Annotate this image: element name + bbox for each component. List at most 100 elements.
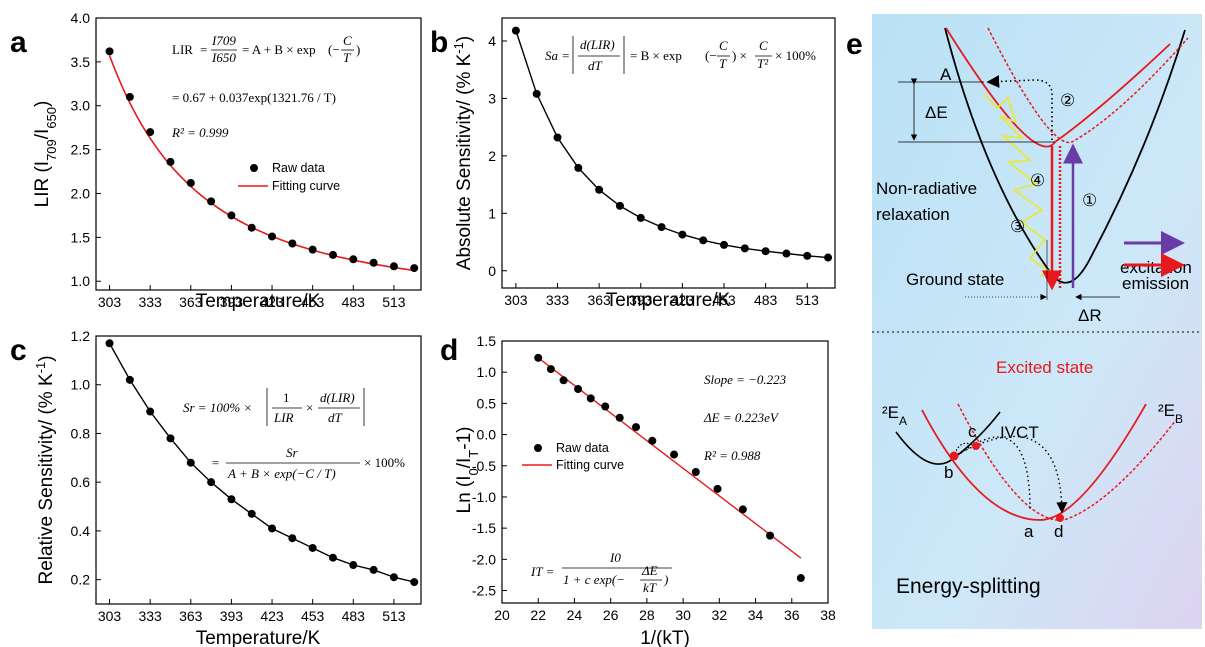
energy-splitting-label: Energy-splitting	[896, 575, 1041, 598]
data-point	[601, 402, 610, 411]
data-point	[803, 251, 812, 260]
data-point	[761, 247, 770, 256]
delta-e-label: ΔE	[925, 103, 948, 122]
delta-r-label: ΔR	[1078, 306, 1102, 325]
data-point	[207, 478, 216, 487]
data-point	[796, 574, 805, 583]
data-point	[268, 232, 277, 241]
y-tick-label: 4	[488, 33, 496, 49]
data-point	[288, 239, 297, 248]
y-tick-label: 2	[488, 148, 496, 164]
x-tick-label: 513	[796, 292, 820, 308]
point-a-lower-label: a	[1024, 522, 1034, 541]
data-point	[227, 495, 236, 504]
panel-e: e A ΔE ② ④ ① ③ Non-radiative relaxation …	[846, 14, 1202, 629]
plot-frame-b	[501, 17, 836, 289]
y-tick-label: -1.0	[472, 489, 496, 505]
excited-state-curve-shifted	[987, 27, 1189, 144]
y-tick-label: 1.5	[477, 333, 497, 349]
points-b	[511, 26, 833, 262]
data-point	[678, 230, 687, 239]
equation-a: LIR = I709 I650 = A + B × exp (− C T ) =…	[171, 33, 360, 140]
y-axis-label-a: LIR (I709/I650)	[32, 101, 59, 208]
points-d	[534, 353, 805, 583]
step-2: ②	[1060, 91, 1075, 110]
data-point	[691, 468, 700, 476]
point-b-marker	[949, 451, 959, 461]
eq-b-den: dT	[588, 58, 603, 73]
svg-text:×: ×	[306, 400, 313, 415]
x-tick-label: 453	[712, 292, 736, 308]
data-point	[615, 413, 624, 422]
data-point	[713, 484, 722, 493]
eq-a-lir: LIR	[172, 42, 193, 57]
y-axis-label-c: Relative Sensitivity/ (% K-1)	[33, 355, 58, 584]
y-tick-label: -1.5	[472, 520, 496, 536]
x-tick-label: 333	[138, 608, 162, 624]
data-point	[308, 245, 317, 254]
svg-text:T: T	[719, 56, 727, 71]
y-tick-label: 4.0	[71, 10, 91, 26]
y-tick-label: 2.5	[71, 142, 91, 158]
eq-a-i650: I650	[211, 50, 236, 65]
eq-d-de: ΔE = 0.223eV	[703, 410, 780, 425]
panel-label-e: e	[846, 28, 863, 61]
eq-a-line2: = 0.67 + 0.037exp(1321.76 / T)	[172, 90, 336, 105]
data-point	[125, 375, 134, 384]
data-point	[720, 240, 728, 249]
eq-c-line2-num: Sr	[286, 445, 299, 460]
data-point	[166, 157, 175, 166]
data-point	[247, 223, 256, 232]
data-point	[227, 211, 236, 220]
step-3: ③	[1010, 217, 1025, 236]
data-point	[389, 262, 398, 271]
data-point	[369, 565, 378, 574]
x-tick-label: 453	[301, 608, 325, 624]
fit-curve-a	[108, 55, 414, 272]
y-tick-label: 0.2	[71, 572, 91, 588]
y-tick-label: 2.0	[71, 185, 91, 201]
x-tick-label: 393	[220, 608, 244, 624]
data-point	[595, 185, 604, 194]
points-a	[105, 47, 419, 273]
x-tick-label: 28	[639, 607, 655, 623]
y-tick-label: 1.0	[71, 377, 91, 393]
data-point	[615, 201, 624, 210]
data-point	[105, 339, 114, 348]
panel-a: a 303 333 363 393 423 453 483 513 1.0 1.5 2.0 2.5 3.…	[10, 10, 422, 312]
point-c-label: c	[968, 422, 977, 441]
x-axis-label-b: Temperature/K	[606, 290, 731, 311]
data-point	[632, 423, 641, 432]
points-c	[105, 339, 419, 587]
legend-raw-a: Raw data	[272, 161, 325, 175]
data-point	[824, 253, 833, 262]
data-point	[699, 236, 708, 245]
legend-d: Raw data Fitting curve	[522, 441, 624, 472]
panel-c: c 303 333 363 393 423 453 483 513 0.2 0.4 0.6 0.8 1.…	[10, 328, 422, 647]
data-point	[369, 258, 378, 267]
y-tick-label: 1.0	[71, 273, 91, 289]
eq-a-i709: I709	[211, 33, 236, 48]
panel-label-d: d	[440, 334, 458, 367]
x-tick-label: 393	[629, 292, 653, 308]
y-tick-label: 1.0	[477, 364, 497, 380]
y-tick-label: -0.5	[472, 458, 496, 474]
x-tick-label: 32	[712, 607, 728, 623]
data-point	[349, 561, 358, 570]
x-tick-label: 26	[603, 607, 619, 623]
nonrad-label-1: Non-radiative	[876, 179, 977, 198]
x-tick-label: 363	[179, 608, 203, 624]
path-b-to-d	[957, 435, 1068, 514]
legend-a: Raw data Fitting curve	[238, 161, 340, 193]
x-tick-label: 36	[784, 607, 800, 623]
data-point	[511, 26, 520, 35]
svg-text:LIR: LIR	[273, 410, 294, 425]
svg-text:C: C	[343, 33, 352, 48]
svg-text:(−: (−	[328, 42, 340, 57]
data-point	[349, 255, 358, 264]
x-tick-label: 22	[530, 607, 546, 623]
ground-state-label: Ground state	[906, 270, 1004, 289]
emission-label: emission	[1122, 274, 1189, 293]
y-tick-label: 0.5	[477, 395, 497, 411]
data-point	[125, 92, 134, 101]
